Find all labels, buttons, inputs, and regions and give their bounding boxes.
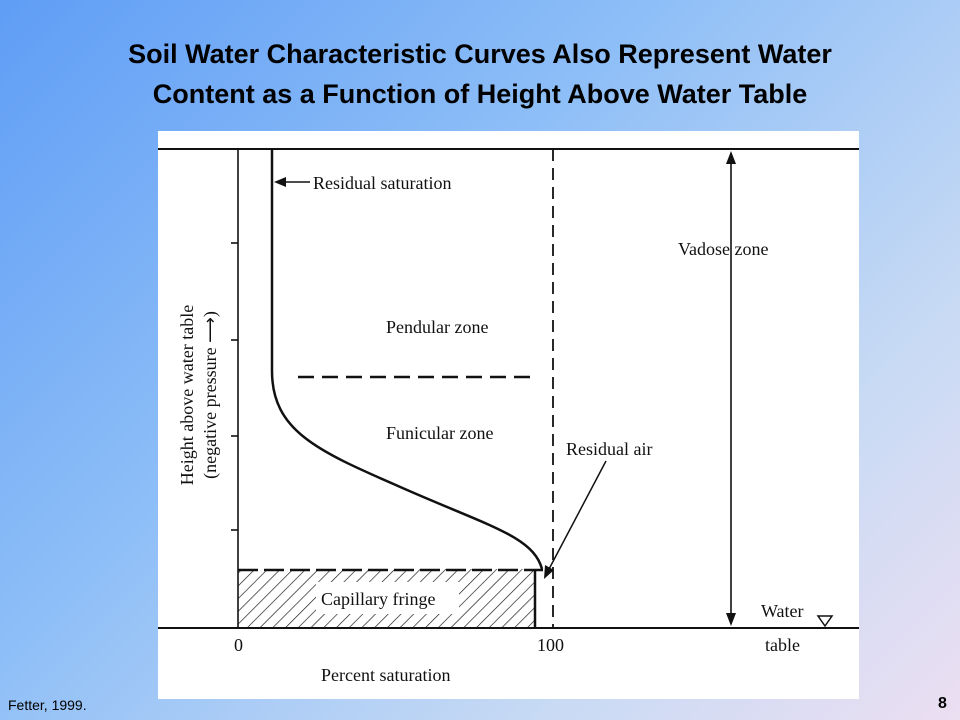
residual-saturation-arrowhead [274, 177, 286, 187]
y-axis-label-line1: Height above water table [177, 305, 197, 485]
vadose-zone-arrowhead-top [726, 151, 736, 164]
residual-air-arrowhead [544, 565, 554, 579]
funicular-zone-label: Funicular zone [386, 423, 493, 443]
pendular-zone-label: Pendular zone [386, 317, 488, 337]
source-credit: Fetter, 1999. [8, 697, 87, 713]
slide-title: Soil Water Characteristic Curves Also Re… [40, 34, 920, 114]
water-table-label-line2: table [765, 635, 800, 655]
y-axis-ticks [231, 242, 238, 531]
vadose-zone-label: Vadose zone [678, 239, 768, 259]
capillary-fringe-label: Capillary fringe [321, 589, 435, 609]
soil-water-diagram: Height above water table (negative press… [158, 131, 859, 699]
capillary-fringe-label-box [316, 582, 459, 614]
y-axis-label-line2: (negative pressure ⟶) [200, 311, 221, 479]
saturation-curve [270, 149, 544, 570]
x-axis-label: Percent saturation [321, 665, 450, 685]
page-number: 8 [938, 695, 947, 712]
slide-title-line2: Content as a Function of Height Above Wa… [152, 79, 808, 109]
slide-title-line1: Soil Water Characteristic Curves Also Re… [128, 39, 832, 69]
x-tick-100: 100 [537, 635, 564, 655]
water-table-label-line1: Water [761, 601, 804, 621]
residual-saturation-label: Residual saturation [313, 173, 451, 193]
diagram-svg: Height above water table (negative press… [158, 148, 859, 685]
residual-air-label: Residual air [566, 439, 652, 459]
water-table-triangle-icon [816, 615, 834, 628]
x-tick-0: 0 [234, 635, 243, 655]
vadose-zone-arrowhead-bottom [726, 613, 736, 626]
residual-air-arrow-line [547, 460, 607, 572]
